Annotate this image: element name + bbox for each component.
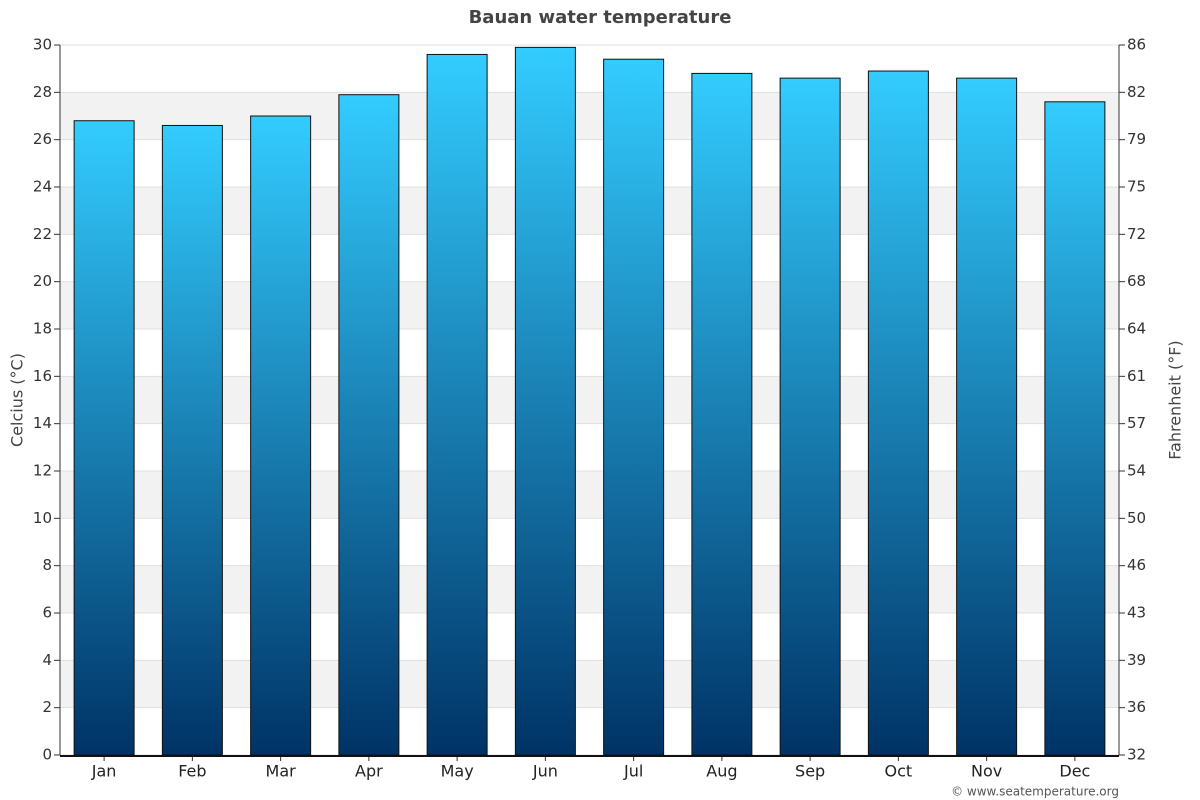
y2-tick-label: 82 (1127, 83, 1146, 101)
grid-band (60, 281, 1119, 329)
y-tick-label: 0 (42, 746, 52, 764)
bar (161, 124, 223, 756)
x-tick-label: Dec (1059, 762, 1090, 781)
x-tick-label: Mar (266, 762, 297, 781)
y2-tick-label: 57 (1127, 414, 1146, 432)
y-tick-label: 28 (33, 83, 52, 101)
y2-tick-label: 32 (1127, 746, 1146, 764)
bar (514, 46, 576, 756)
y2-tick-label: 43 (1127, 604, 1146, 622)
y2-tick-label: 54 (1127, 462, 1146, 480)
x-tick-label: Sep (795, 762, 825, 781)
bar (779, 77, 841, 756)
y2-tick-label: 36 (1127, 698, 1146, 716)
y-tick-label: 12 (33, 462, 52, 480)
y2-tick-label: 39 (1127, 651, 1146, 669)
y2-tick-label: 72 (1127, 225, 1146, 243)
bar (73, 120, 135, 756)
y-axis-title: Celcius (°C) (8, 353, 27, 447)
y2-tick-label: 64 (1127, 320, 1146, 338)
y-tick-label: 2 (42, 698, 52, 716)
x-tick-label: Aug (706, 762, 737, 781)
x-tick-label: Nov (971, 762, 1002, 781)
bar (338, 94, 400, 756)
y2-axis-title: Fahrenheit (°F) (1166, 340, 1185, 459)
y-tick-label: 6 (42, 604, 52, 622)
grid-band (60, 187, 1119, 235)
y-tick-label: 30 (33, 36, 52, 54)
y-tick-label: 10 (33, 509, 52, 527)
grid-band (60, 565, 1119, 613)
x-tick-label: May (441, 762, 474, 781)
x-tick-label: Feb (178, 762, 206, 781)
y-tick-label: 20 (33, 272, 52, 290)
y-tick-label: 14 (33, 414, 52, 432)
y-tick-label: 22 (33, 225, 52, 243)
x-tick-label: Jan (91, 762, 117, 781)
bar (956, 77, 1018, 756)
grid-band (60, 376, 1119, 424)
y-tick-label: 26 (33, 130, 52, 148)
y2-tick-label: 68 (1127, 272, 1146, 290)
x-tick-label: Jul (623, 762, 643, 781)
y-tick-label: 16 (33, 367, 52, 385)
bar (867, 70, 929, 756)
credit: © www.seatemperature.org (951, 785, 1119, 799)
x-tick-label: Apr (355, 762, 383, 781)
y-tick-label: 8 (42, 556, 52, 574)
y2-tick-label: 79 (1127, 130, 1146, 148)
bar (691, 72, 753, 756)
grid-band (60, 660, 1119, 708)
y-tick-label: 4 (42, 651, 52, 669)
y2-tick-label: 86 (1127, 36, 1146, 54)
bar (250, 115, 312, 756)
y2-tick-label: 75 (1127, 178, 1146, 196)
bar (1044, 101, 1106, 756)
x-tick-label: Jun (532, 762, 558, 781)
grid-band (60, 92, 1119, 140)
bar (426, 53, 488, 756)
y-tick-label: 18 (33, 320, 52, 338)
grid-band (60, 471, 1119, 519)
chart-title: Bauan water temperature (469, 7, 732, 28)
y-tick-label: 24 (33, 178, 52, 196)
bar (603, 58, 665, 756)
y2-tick-label: 46 (1127, 556, 1146, 574)
x-tick-label: Oct (885, 762, 913, 781)
y2-tick-label: 61 (1127, 367, 1146, 385)
y2-tick-label: 50 (1127, 509, 1146, 527)
